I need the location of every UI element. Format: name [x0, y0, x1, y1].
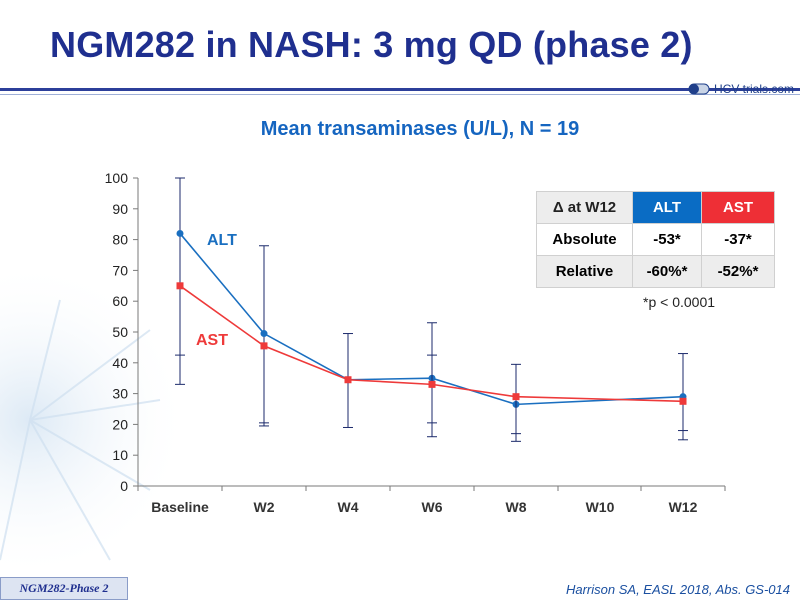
table-header-delta: Δ at W12	[536, 191, 633, 224]
data-point-ast	[260, 342, 268, 350]
data-point-ast	[176, 282, 184, 290]
table-row-label: Relative	[536, 255, 633, 288]
data-point-alt	[260, 330, 268, 338]
slide-title: NGM282 in NASH: 3 mg QD (phase 2)	[50, 24, 693, 65]
title-divider	[0, 88, 800, 91]
table-cell-ast: -37*	[701, 223, 775, 256]
hcv-trials-logo: HCV-trials.com	[688, 78, 800, 100]
x-tick-label: W2	[254, 499, 275, 515]
data-point-ast	[428, 380, 436, 388]
title-divider-thin	[0, 94, 800, 95]
series-label-ast: AST	[196, 332, 228, 349]
y-tick-label: 80	[112, 232, 128, 248]
capsule-icon	[688, 83, 710, 95]
slide-tag: NGM282-Phase 2	[0, 577, 128, 600]
x-tick-label: W8	[506, 499, 527, 515]
y-tick-label: 20	[112, 416, 128, 432]
series-line-alt	[179, 232, 684, 406]
table-header-ast: AST	[701, 191, 775, 224]
data-point-ast	[344, 376, 352, 384]
table-cell-alt: -60%*	[632, 255, 702, 288]
series-line-ast	[179, 285, 684, 403]
table-cell-alt: -53*	[632, 223, 702, 256]
y-tick-label: 30	[112, 386, 128, 402]
y-tick-label: 90	[112, 201, 128, 217]
chart-title: Mean transaminases (U/L), N = 19	[260, 118, 580, 140]
citation: Harrison SA, EASL 2018, Abs. GS-014	[565, 582, 790, 597]
x-tick-label: W12	[669, 499, 698, 515]
y-tick-label: 50	[112, 324, 128, 340]
y-tick-label: 70	[112, 262, 128, 278]
x-tick-label: Baseline	[151, 499, 209, 515]
data-point-ast	[679, 397, 687, 405]
y-tick-label: 60	[112, 293, 128, 309]
y-tick-label: 0	[120, 478, 128, 494]
significance-footnote: *p < 0.0001	[643, 294, 716, 310]
series-label-alt: ALT	[207, 232, 237, 249]
data-point-alt	[176, 229, 184, 237]
y-tick-label: 40	[112, 355, 128, 371]
data-point-ast	[512, 393, 520, 401]
x-tick-label: W6	[422, 499, 443, 515]
delta-table: Δ at W12 ALT AST Absolute -53* -37* Rela…	[536, 191, 775, 288]
y-tick-label: 10	[112, 447, 128, 463]
x-tick-label: W4	[338, 499, 359, 515]
table-header-row: Δ at W12 ALT AST	[536, 191, 775, 224]
table-row-label: Absolute	[536, 223, 633, 256]
table-row: Relative -60%* -52%*	[536, 255, 775, 288]
y-tick-label: 100	[105, 170, 129, 186]
table-cell-ast: -52%*	[701, 255, 775, 288]
x-tick-label: W10	[586, 499, 615, 515]
table-row: Absolute -53* -37*	[536, 223, 775, 256]
logo-text: HCV-trials.com	[714, 82, 795, 96]
table-header-alt: ALT	[632, 191, 702, 224]
